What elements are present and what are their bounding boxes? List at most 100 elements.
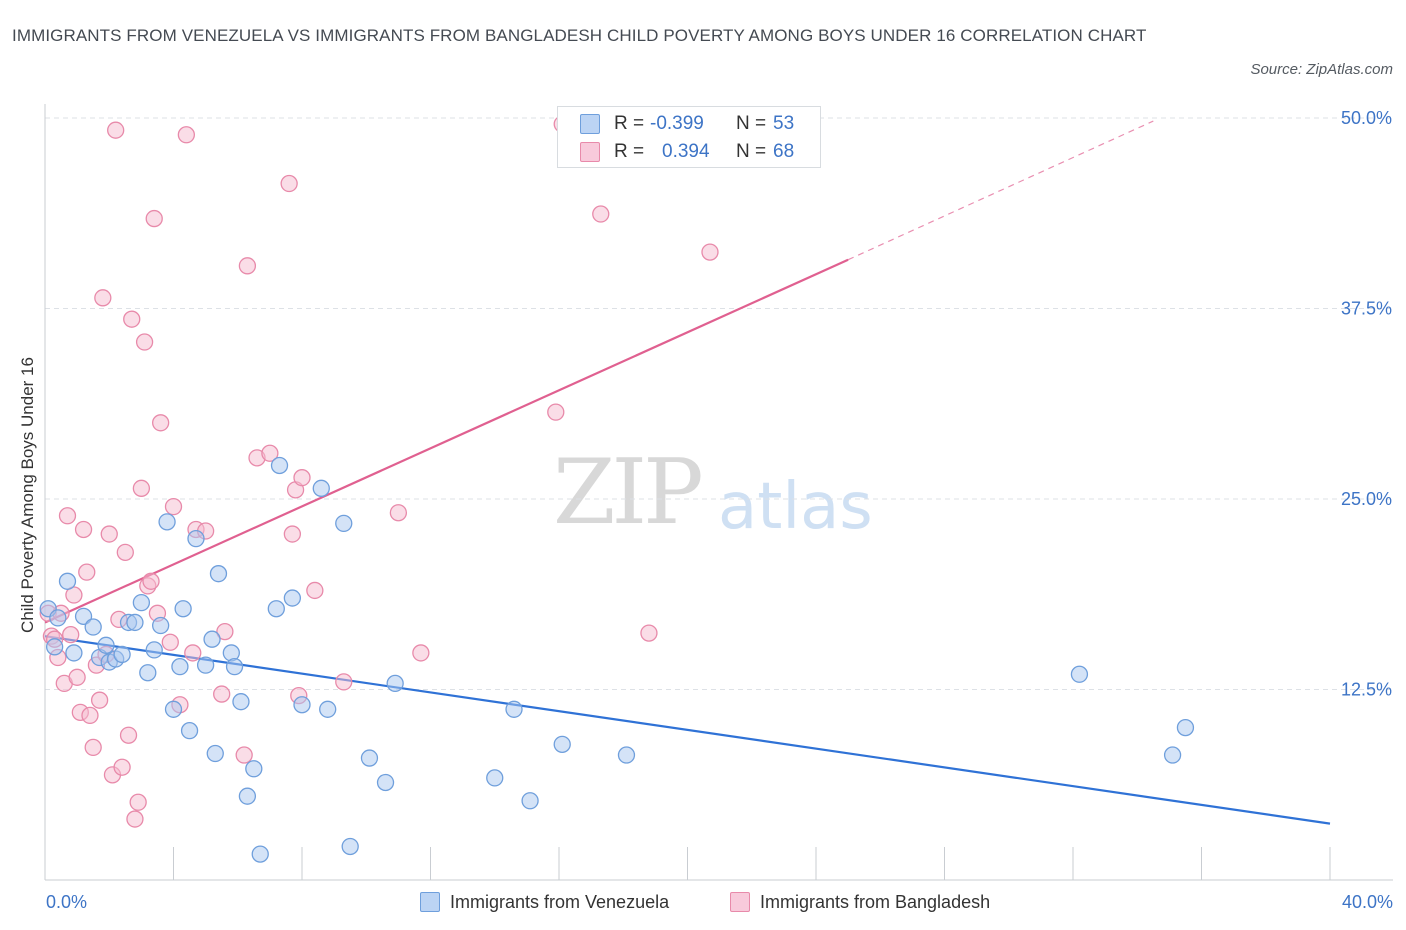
data-points [39,115,1195,863]
bottom-legend-label-venezuela: Immigrants from Venezuela [450,892,670,912]
bangladesh-point [235,746,253,764]
venezuela-point [1176,718,1195,737]
venezuela-point [293,696,311,714]
venezuela-point [505,700,523,718]
venezuela-point [617,746,636,764]
bottom-legend-swatch-bangladesh [730,892,750,912]
x-tick-label-min: 0.0% [46,892,87,912]
venezuela-point [206,744,224,763]
trend-lines [44,120,1331,825]
venezuela-point [521,792,539,810]
venezuela-point [1163,746,1182,764]
legend-n-value: 53 [773,113,795,134]
legend-swatch-venezuela [580,114,600,134]
venezuela-point [45,638,64,656]
venezuela-point [232,693,250,711]
y-tick-label: 37.5% [1341,299,1392,319]
venezuela-point [158,513,176,531]
venezuela-point [376,773,395,792]
bottom-legend-swatch-venezuela [420,892,440,912]
bangladesh-point [592,205,610,223]
bangladesh-point [161,633,179,651]
bangladesh-point [151,414,170,432]
bangladesh-point [94,289,112,307]
bottom-legend-bangladesh: Immigrants from Bangladesh [730,889,990,915]
venezuela-point [245,760,263,778]
bangladesh-point [126,810,144,828]
bangladesh-point [280,174,298,193]
venezuela-point [209,565,228,583]
bangladesh-point [238,257,257,275]
venezuela-point [58,572,77,590]
legend-r-value: 0.394 [662,141,710,162]
y-tick-label: 12.5% [1341,680,1392,700]
venezuela-point [145,641,163,659]
legend-n-label: N = [736,141,767,162]
venezuela-point [225,657,244,676]
venezuela-point [386,674,404,693]
bangladesh-point [113,758,131,776]
venezuela-point [97,636,115,654]
bangladesh-point [389,504,408,522]
bangladesh-point [145,209,163,228]
legend-r-value: -0.399 [650,113,704,134]
legend-n-label: N = [736,113,767,134]
venezuela-point [126,613,144,632]
bangladesh-point [107,121,125,139]
y-axis-label: Child Poverty Among Boys Under 16 [18,357,37,633]
bangladesh-point [84,738,102,757]
bangladesh-point [81,706,99,725]
x-tick-label-max: 40.0% [1342,892,1393,912]
bangladesh-point [68,668,86,686]
legend-n-value: 68 [773,141,795,162]
venezuela-point [139,664,157,682]
venezuela-point [74,607,93,625]
venezuela-point [360,749,379,767]
bangladesh-point [142,572,160,590]
bangladesh-point [135,333,154,351]
venezuela-point [203,630,221,648]
trend-line-bangladesh [44,258,849,624]
venezuela-point [486,769,504,787]
bangladesh-point [216,622,234,641]
bangladesh-point [119,726,138,744]
bangladesh-point [261,444,279,462]
venezuela-point [1070,665,1089,683]
y-tick-label: 25.0% [1341,489,1392,509]
legend-r-label: R = [614,141,645,162]
venezuela-point [238,787,257,805]
bangladesh-point [129,793,147,811]
y-tick-label: 50.0% [1341,108,1392,128]
bangladesh-point [293,469,311,487]
source-label: Source: ZipAtlas.com [1250,61,1393,78]
bottom-legend-venezuela: Immigrants from Venezuela [420,889,669,915]
bangladesh-point [62,625,80,644]
bangladesh-point [283,525,302,543]
bangladesh-point [58,507,77,525]
venezuela-point [65,644,83,662]
venezuela-point [319,700,337,718]
bangladesh-point [90,691,109,709]
bangladesh-point [177,126,196,144]
bottom-legend-label-bangladesh: Immigrants from Bangladesh [760,892,991,912]
venezuela-point [283,589,302,607]
venezuela-point [180,721,199,740]
bangladesh-point [306,581,324,600]
venezuela-point [312,479,330,497]
venezuela-point [251,845,269,863]
trend-line-venezuela [44,635,1331,825]
bangladesh-point [74,520,93,539]
bangladesh-point [412,644,430,662]
bangladesh-point [701,243,719,261]
bangladesh-point [164,497,183,516]
bangladesh-point [132,479,151,497]
bangladesh-point [78,563,96,581]
venezuela-point [187,529,205,548]
legend-swatch-bangladesh [580,142,600,162]
venezuela-point [553,735,571,754]
venezuela-point [164,700,183,718]
legend-r-label: R = [614,113,645,134]
bangladesh-point [335,673,353,691]
bangladesh-point [184,644,202,662]
